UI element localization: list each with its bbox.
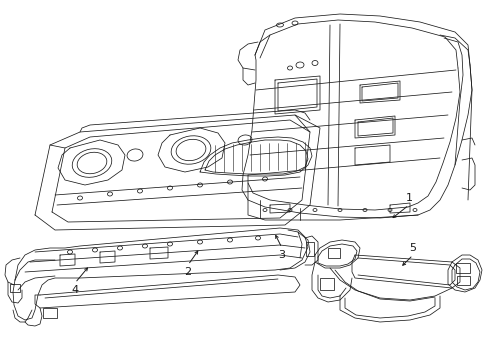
Text: 2: 2 bbox=[184, 267, 191, 277]
Bar bbox=[305, 242, 313, 256]
Bar bbox=[456, 276, 469, 285]
Text: 1: 1 bbox=[405, 193, 412, 203]
Text: 3: 3 bbox=[278, 250, 285, 260]
Text: 5: 5 bbox=[408, 243, 416, 253]
Text: 4: 4 bbox=[71, 285, 79, 295]
Bar bbox=[43, 308, 57, 318]
Bar bbox=[10, 284, 20, 292]
Bar bbox=[319, 278, 333, 290]
Bar bbox=[455, 263, 469, 273]
Bar bbox=[327, 248, 339, 258]
